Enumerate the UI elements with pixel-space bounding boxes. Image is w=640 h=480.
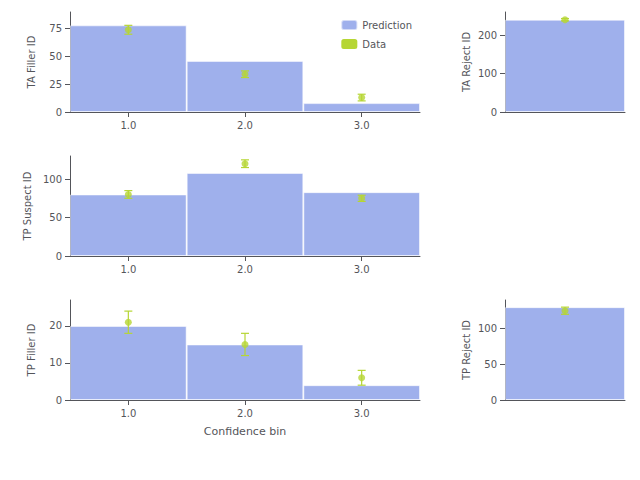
svg-text:100: 100 <box>43 174 62 185</box>
svg-text:100: 100 <box>478 68 497 79</box>
svg-text:2.0: 2.0 <box>237 120 253 131</box>
svg-text:50: 50 <box>49 212 62 223</box>
svg-text:200: 200 <box>478 30 497 41</box>
svg-text:0: 0 <box>491 107 497 118</box>
svg-text:TP Reject ID: TP Reject ID <box>461 320 472 381</box>
svg-text:25: 25 <box>49 79 62 90</box>
svg-text:1.0: 1.0 <box>120 408 136 419</box>
svg-text:TA Reject ID: TA Reject ID <box>461 32 472 93</box>
svg-text:TP Suspect ID: TP Suspect ID <box>22 171 33 241</box>
svg-text:50: 50 <box>484 359 497 370</box>
svg-text:Prediction: Prediction <box>362 20 412 31</box>
svg-text:75: 75 <box>49 23 62 34</box>
svg-text:0: 0 <box>56 107 62 118</box>
svg-text:20: 20 <box>49 320 62 331</box>
svg-text:2.0: 2.0 <box>237 264 253 275</box>
svg-text:TA Filler ID: TA Filler ID <box>26 35 37 89</box>
svg-text:100: 100 <box>478 323 497 334</box>
svg-text:TP Filler ID: TP Filler ID <box>26 323 37 377</box>
svg-text:3.0: 3.0 <box>354 408 370 419</box>
svg-text:0: 0 <box>56 251 62 262</box>
svg-text:0: 0 <box>56 395 62 406</box>
svg-text:2.0: 2.0 <box>237 408 253 419</box>
svg-text:Confidence bin: Confidence bin <box>204 425 286 438</box>
svg-text:50: 50 <box>49 51 62 62</box>
svg-text:1.0: 1.0 <box>120 264 136 275</box>
svg-text:3.0: 3.0 <box>354 120 370 131</box>
svg-text:10: 10 <box>49 357 62 368</box>
svg-text:0: 0 <box>491 395 497 406</box>
svg-text:Data: Data <box>362 39 386 50</box>
svg-text:3.0: 3.0 <box>354 264 370 275</box>
svg-text:1.0: 1.0 <box>120 120 136 131</box>
